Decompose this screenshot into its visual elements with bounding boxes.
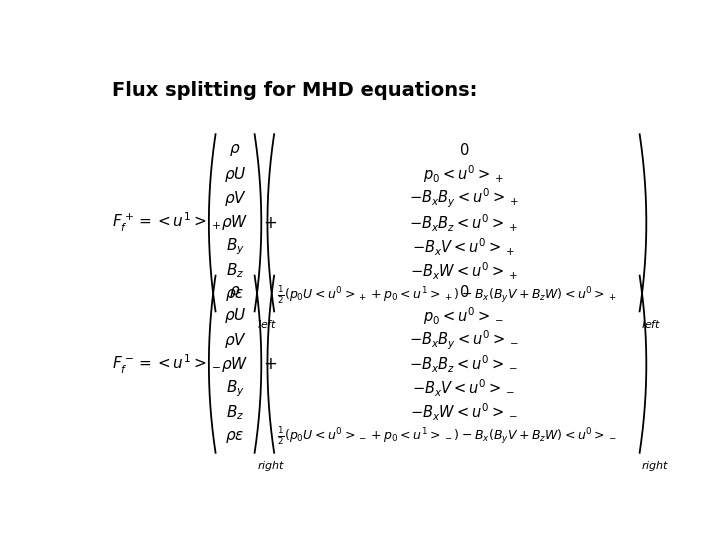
- Text: $\rho V$: $\rho V$: [224, 330, 246, 349]
- Text: $+$: $+$: [263, 214, 277, 232]
- Text: $B_y$: $B_y$: [225, 237, 245, 257]
- Text: $p_0 <u^0>_+$: $p_0 <u^0>_+$: [423, 164, 504, 185]
- Text: $\rho$: $\rho$: [230, 143, 240, 158]
- Text: $+$: $+$: [263, 355, 277, 373]
- Text: $\rho\varepsilon$: $\rho\varepsilon$: [225, 287, 245, 303]
- Text: $\rho$: $\rho$: [230, 284, 240, 300]
- Text: $F_f^+ =<u^1>_+$: $F_f^+ =<u^1>_+$: [112, 211, 222, 234]
- Text: $-B_xV <u^0>_-$: $-B_xV <u^0>_-$: [412, 377, 516, 399]
- Text: $-B_xB_y <u^0>_+$: $-B_xB_y <u^0>_+$: [409, 187, 519, 211]
- Text: $0$: $0$: [459, 143, 469, 158]
- Text: $\mathit{right}$: $\mathit{right}$: [642, 459, 670, 473]
- Text: $\rho V$: $\rho V$: [224, 189, 246, 208]
- Text: Flux splitting for MHD equations:: Flux splitting for MHD equations:: [112, 82, 477, 100]
- Text: $\rho W$: $\rho W$: [222, 355, 248, 374]
- Text: $\rho\varepsilon$: $\rho\varepsilon$: [225, 429, 245, 444]
- Text: $-B_xW <u^0>_+$: $-B_xW <u^0>_+$: [410, 260, 518, 282]
- Text: $-B_xV <u^0>_+$: $-B_xV <u^0>_+$: [412, 236, 516, 258]
- Text: $-B_xB_z <u^0>_+$: $-B_xB_z <u^0>_+$: [409, 212, 518, 233]
- Text: $-B_xB_z <u^0>_-$: $-B_xB_z <u^0>_-$: [409, 354, 518, 375]
- Text: $B_y$: $B_y$: [225, 378, 245, 399]
- Text: $-B_xW <u^0>_-$: $-B_xW <u^0>_-$: [410, 402, 518, 423]
- Text: $\rho U$: $\rho U$: [224, 165, 246, 184]
- Text: $-B_xB_y <u^0>_-$: $-B_xB_y <u^0>_-$: [409, 328, 519, 352]
- Text: $0$: $0$: [459, 284, 469, 300]
- Text: $B_z$: $B_z$: [226, 262, 244, 280]
- Text: $p_0 <u^0>_-$: $p_0 <u^0>_-$: [423, 305, 504, 327]
- Text: $\mathit{left}$: $\mathit{left}$: [642, 318, 662, 329]
- Text: $\mathit{right}$: $\mathit{right}$: [258, 459, 286, 473]
- Text: $B_z$: $B_z$: [226, 403, 244, 422]
- Text: $\rho U$: $\rho U$: [224, 306, 246, 326]
- Text: $\frac{1}{2}(p_0U<u^0>_+ +p_0<u^1>_+) - B_x(B_yV + B_zW)<u^0>_+$: $\frac{1}{2}(p_0U<u^0>_+ +p_0<u^1>_+) - …: [277, 284, 617, 306]
- Text: $\mathit{left}$: $\mathit{left}$: [258, 318, 278, 329]
- Text: $\frac{1}{2}(p_0U<u^0>_- +p_0<u^1>_-) - B_x(B_yV + B_zW)<u^0>_-$: $\frac{1}{2}(p_0U<u^0>_- +p_0<u^1>_-) - …: [277, 426, 617, 448]
- Text: $F_f^- =<u^1>_-$: $F_f^- =<u^1>_-$: [112, 353, 222, 376]
- Text: $\rho W$: $\rho W$: [222, 213, 248, 232]
